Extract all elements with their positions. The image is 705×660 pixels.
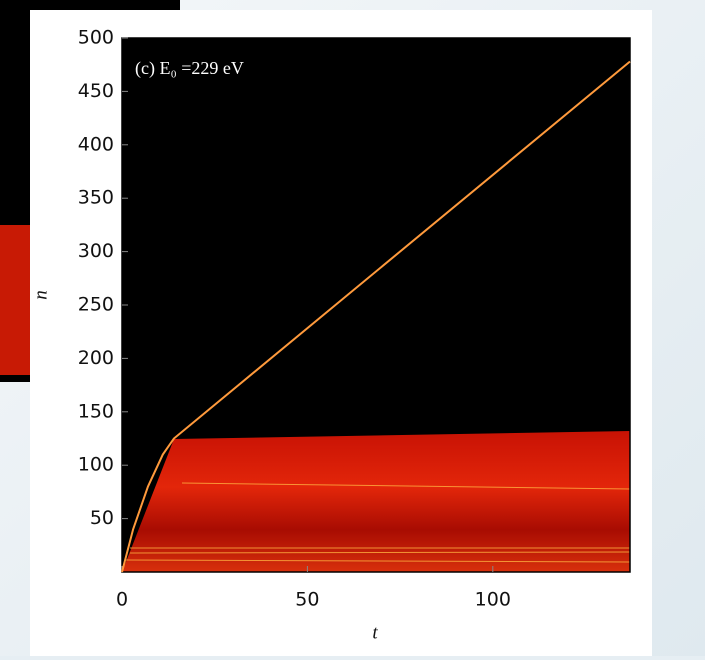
- x-tick-label: 50: [295, 589, 319, 611]
- y-tick-label: 450: [78, 80, 114, 102]
- y-tick-label: 300: [78, 240, 114, 262]
- x-axis-label: t: [372, 622, 378, 643]
- x-tick-label: 0: [116, 589, 128, 611]
- y-tick-label: 500: [78, 27, 114, 49]
- y-axis-label: n: [30, 290, 51, 300]
- annotation: (c) E₀ =229 eV: [135, 58, 244, 79]
- y-tick-label: 350: [78, 187, 114, 209]
- background-window: [0, 0, 180, 12]
- line: [121, 60, 631, 573]
- y-tick-label: 50: [90, 507, 114, 529]
- y-tick-label: 200: [78, 347, 114, 369]
- y-tick-label: 100: [78, 454, 114, 476]
- left-plot-band: [0, 225, 32, 375]
- density-band: [122, 431, 630, 572]
- streaks: [125, 482, 631, 563]
- x-tick-label: 100: [475, 589, 511, 611]
- y-tick-label: 250: [78, 294, 114, 316]
- y-tick-label: 400: [78, 133, 114, 155]
- y-tick-label: 150: [78, 400, 114, 422]
